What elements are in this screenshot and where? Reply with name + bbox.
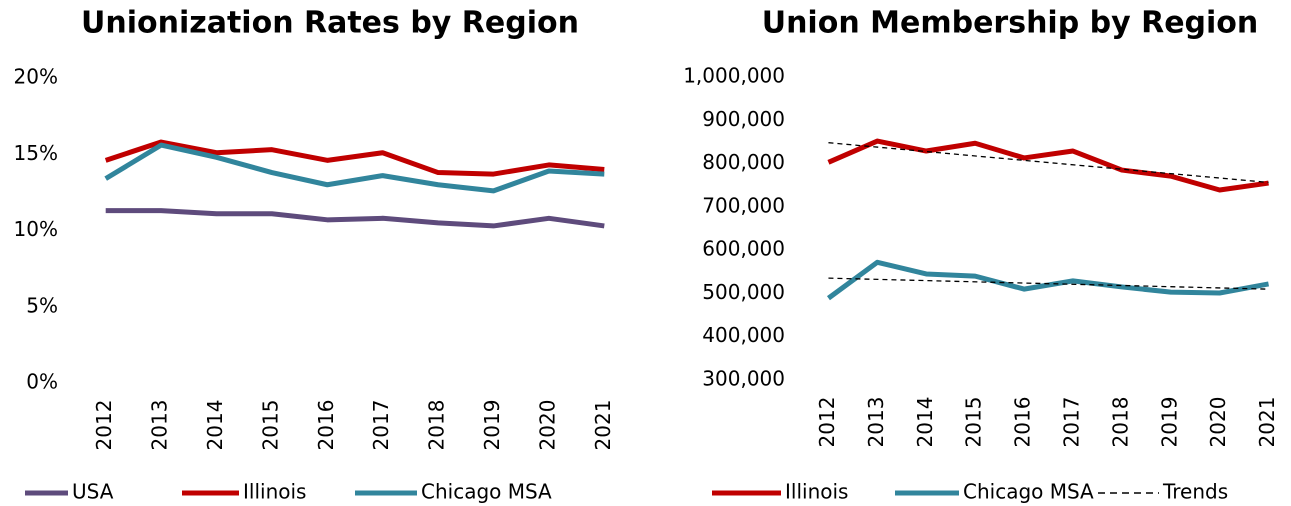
legend-label: Chicago MSA (963, 480, 1094, 504)
y-tick-label: 10% (14, 217, 58, 241)
series-line (826, 259, 1270, 301)
series-line (105, 208, 605, 229)
x-tick-label: 2012 (815, 397, 839, 448)
chart-title: Unionization Rates by Region (81, 6, 579, 41)
y-tick-label: 15% (14, 141, 58, 165)
x-tick-label: 2019 (1157, 397, 1181, 448)
legend-label: Chicago MSA (421, 480, 552, 504)
x-tick-label: 2013 (864, 397, 888, 448)
series-line (104, 142, 605, 194)
y-tick-label: 600,000 (702, 237, 785, 261)
series-line (827, 138, 1269, 193)
trendline (828, 277, 1269, 290)
y-tick-label: 0% (26, 370, 58, 394)
x-tick-label: 2014 (203, 400, 227, 451)
x-tick-label: 2021 (591, 400, 615, 451)
x-tick-label: 2017 (369, 400, 393, 451)
y-tick-label: 700,000 (702, 193, 785, 217)
x-tick-label: 2018 (425, 400, 449, 451)
y-tick-label: 300,000 (702, 367, 785, 391)
y-tick-label: 400,000 (702, 323, 785, 347)
x-tick-label: 2015 (962, 397, 986, 448)
y-tick-label: 5% (26, 293, 58, 317)
y-tick-label: 1,000,000 (683, 64, 785, 88)
y-tick-label: 500,000 (702, 280, 785, 304)
legend-label: Illinois (243, 480, 306, 504)
x-tick-label: 2021 (1255, 397, 1279, 448)
x-tick-label: 2016 (1011, 397, 1035, 448)
x-tick-label: 2015 (258, 400, 282, 451)
series-line (104, 139, 605, 177)
trendline (828, 142, 1269, 184)
x-tick-label: 2020 (535, 400, 559, 451)
legend-label: USA (72, 480, 114, 504)
y-tick-label: 800,000 (702, 150, 785, 174)
x-tick-label: 2012 (92, 400, 116, 451)
chart-title: Union Membership by Region (762, 6, 1259, 41)
x-tick-label: 2018 (1108, 397, 1132, 448)
x-tick-label: 2019 (480, 400, 504, 451)
legend-label: Illinois (785, 480, 848, 504)
y-tick-label: 20% (14, 65, 58, 89)
x-tick-label: 2020 (1206, 397, 1230, 448)
x-tick-label: 2017 (1059, 397, 1083, 448)
y-tick-label: 900,000 (702, 107, 785, 131)
x-tick-label: 2014 (913, 397, 937, 448)
legend-label: Trends (1162, 480, 1228, 504)
x-tick-label: 2016 (314, 400, 338, 451)
x-tick-label: 2013 (148, 400, 172, 451)
